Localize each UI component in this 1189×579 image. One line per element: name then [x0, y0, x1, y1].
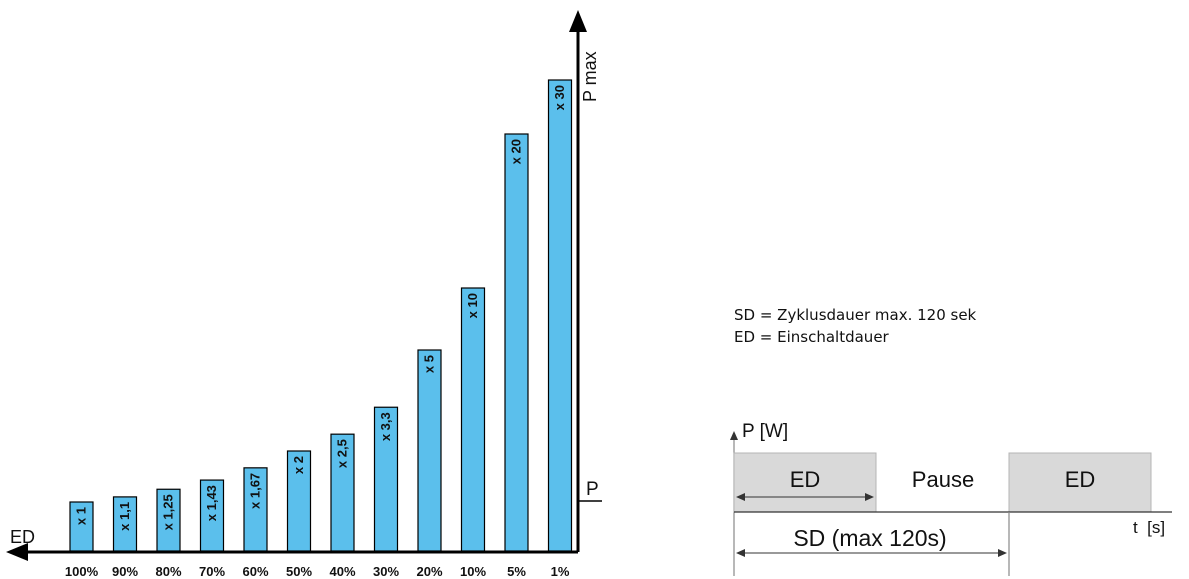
bar-0	[69, 501, 94, 552]
bar-2	[156, 488, 181, 552]
bar-label-8: x 5	[422, 355, 437, 373]
timing-y-arrow	[730, 431, 738, 440]
bar-3	[199, 479, 225, 552]
bar-label-4: x 1,67	[248, 473, 263, 509]
bar-label-2: x 1,25	[161, 494, 176, 530]
y-axis-label: P max	[580, 51, 600, 102]
bar-5	[286, 450, 312, 552]
sd-arrow-right	[998, 549, 1007, 557]
x-tick-label-0: 100%	[65, 564, 99, 579]
ed-block-1	[733, 452, 877, 513]
bar-label-6: x 2,5	[335, 439, 350, 468]
duty-cycle-bar-chart: P max P ED x 1 100% x 1,1 90% x 1,25 80% x 1,4…	[6, 10, 602, 579]
ed-block-1-label: ED	[790, 467, 821, 492]
pause-label: Pause	[912, 467, 974, 492]
bar-9	[460, 287, 486, 552]
bar-label-11: x 30	[552, 85, 567, 110]
legend-sd: SD = Zyklusdauer max. 120 sek	[734, 306, 977, 324]
bar-label-0: x 1	[74, 507, 89, 525]
bar-label-9: x 10	[465, 293, 480, 318]
ed-block-2-label: ED	[1065, 467, 1096, 492]
timing-y-label: P [W]	[742, 421, 788, 442]
ed-block-2	[1008, 452, 1152, 513]
bar-label-1: x 1,1	[117, 502, 132, 531]
bar-11	[547, 79, 573, 552]
legend-ed: ED = Einschaltdauer	[734, 328, 889, 346]
bar-6	[330, 433, 355, 552]
ed-arrow-left	[736, 493, 745, 501]
x-axis-label: ED	[10, 527, 35, 547]
bar-1	[112, 496, 138, 552]
x-tick-label-10: 5%	[507, 564, 526, 579]
x-tick-label-11: 1%	[551, 564, 570, 579]
y-axis-base-label: P	[586, 479, 599, 500]
x-tick-label-8: 20%	[416, 564, 442, 579]
bar-label-5: x 2	[291, 456, 306, 474]
x-tick-label-5: 50%	[286, 564, 312, 579]
x-tick-label-7: 30%	[373, 564, 399, 579]
y-axis-arrow	[569, 10, 587, 32]
x-tick-label-6: 40%	[329, 564, 355, 579]
bar-label-10: x 20	[509, 139, 524, 164]
ed-arrow-right	[865, 493, 874, 501]
bar-4	[243, 467, 268, 552]
x-tick-label-9: 10%	[460, 564, 486, 579]
x-axis-arrow	[6, 543, 28, 561]
bar-label-3: x 1,43	[204, 485, 219, 521]
bar-8	[417, 349, 442, 552]
bar-7	[373, 406, 399, 552]
x-tick-label-4: 60%	[242, 564, 268, 579]
x-tick-label-3: 70%	[199, 564, 225, 579]
x-tick-label-2: 80%	[155, 564, 181, 579]
bar-label-7: x 3,3	[378, 412, 393, 441]
sd-arrow-left	[736, 549, 745, 557]
sd-label: SD (max 120s)	[793, 525, 946, 551]
time-axis-label: t [s]	[1133, 518, 1165, 537]
bar-10	[504, 133, 529, 552]
x-tick-label-1: 90%	[112, 564, 138, 579]
